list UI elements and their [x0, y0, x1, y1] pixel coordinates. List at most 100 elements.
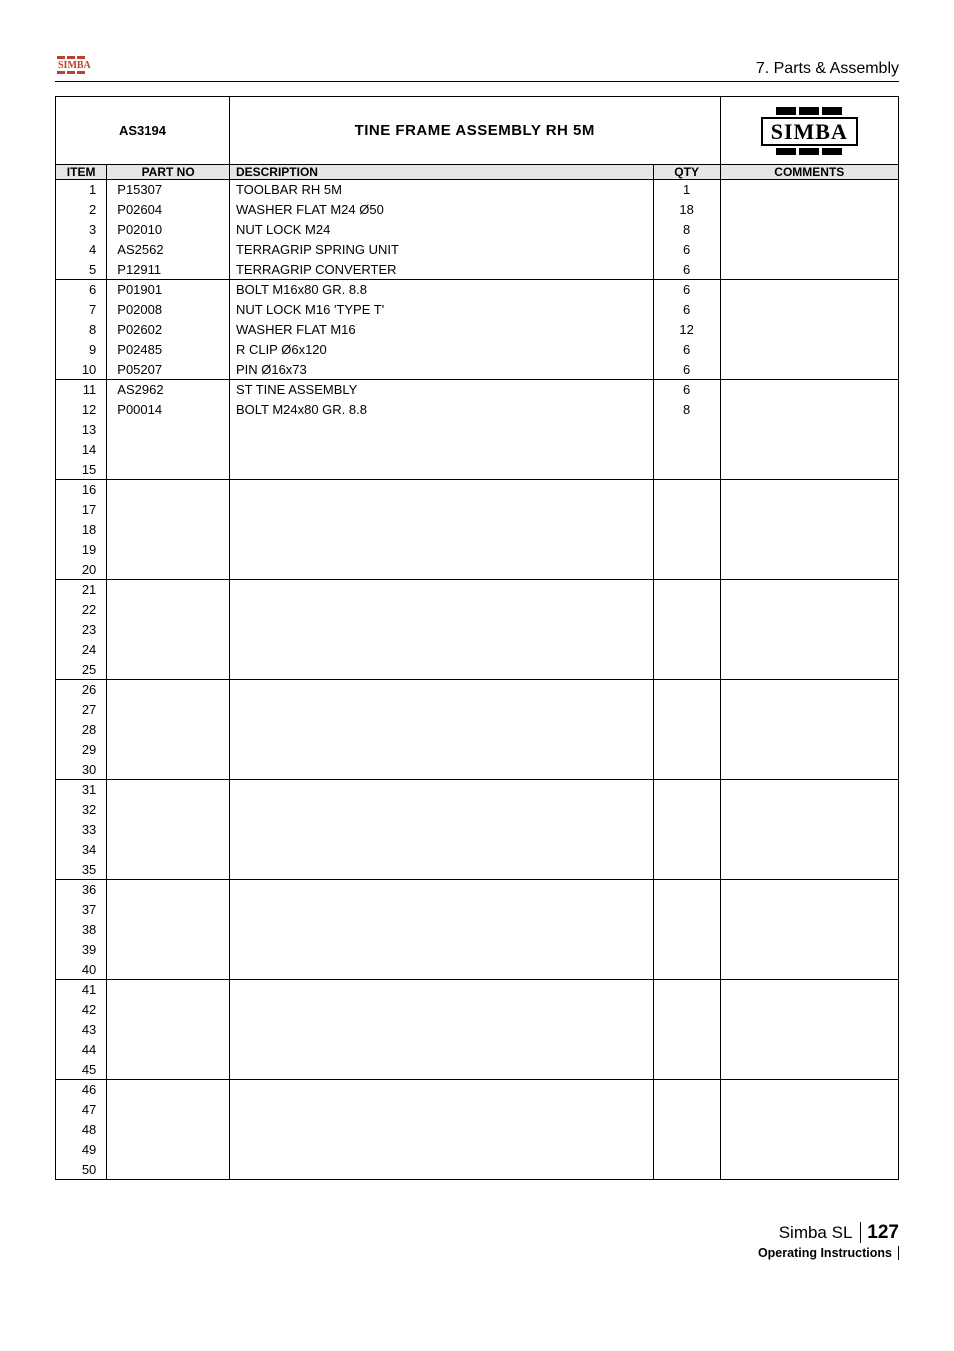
cell-desc: ST TINE ASSEMBLY	[229, 380, 653, 400]
cell-part	[107, 960, 230, 980]
table-row: 3P02010NUT LOCK M248	[56, 220, 899, 240]
cell-desc	[229, 600, 653, 620]
cell-qty	[653, 660, 720, 680]
cell-comm	[720, 500, 898, 520]
cell-part	[107, 560, 230, 580]
cell-qty	[653, 1100, 720, 1120]
cell-qty	[653, 780, 720, 800]
row-group: 6P01901BOLT M16x80 GR. 8.867P02008NUT LO…	[56, 280, 899, 380]
cell-qty	[653, 640, 720, 660]
table-row: 35	[56, 860, 899, 880]
cell-item: 10	[56, 360, 107, 380]
cell-desc	[229, 540, 653, 560]
cell-item: 30	[56, 760, 107, 780]
table-row: 27	[56, 700, 899, 720]
assembly-title: TINE FRAME ASSEMBLY RH 5M	[229, 97, 720, 165]
cell-item: 39	[56, 940, 107, 960]
cell-item: 14	[56, 440, 107, 460]
cell-item: 6	[56, 280, 107, 300]
cell-qty	[653, 1140, 720, 1160]
table-row: 48	[56, 1120, 899, 1140]
table-row: 36	[56, 880, 899, 900]
table-row: 22	[56, 600, 899, 620]
cell-desc	[229, 660, 653, 680]
cell-part	[107, 460, 230, 480]
cell-desc	[229, 1040, 653, 1060]
cell-desc	[229, 880, 653, 900]
table-row: 45	[56, 1060, 899, 1080]
cell-qty	[653, 1000, 720, 1020]
table-row: 13	[56, 420, 899, 440]
table-row: 33	[56, 820, 899, 840]
row-group: 3637383940	[56, 880, 899, 980]
cell-part: P02485	[107, 340, 230, 360]
cell-part	[107, 1120, 230, 1140]
cell-qty: 6	[653, 360, 720, 380]
cell-desc: TERRAGRIP SPRING UNIT	[229, 240, 653, 260]
cell-part	[107, 760, 230, 780]
cell-part	[107, 1140, 230, 1160]
table-row: 37	[56, 900, 899, 920]
cell-desc	[229, 820, 653, 840]
cell-comm	[720, 1000, 898, 1020]
cell-part	[107, 540, 230, 560]
cell-desc	[229, 680, 653, 700]
row-group: 2122232425	[56, 580, 899, 680]
cell-qty: 6	[653, 260, 720, 280]
cell-item: 42	[56, 1000, 107, 1020]
cell-comm	[720, 220, 898, 240]
cell-desc	[229, 1020, 653, 1040]
row-group: 1P15307TOOLBAR RH 5M12P02604WASHER FLAT …	[56, 180, 899, 280]
cell-qty	[653, 1040, 720, 1060]
cell-qty	[653, 1080, 720, 1100]
cell-qty	[653, 1020, 720, 1040]
cell-desc	[229, 900, 653, 920]
cell-item: 3	[56, 220, 107, 240]
cell-part	[107, 920, 230, 940]
cell-qty	[653, 900, 720, 920]
cell-desc	[229, 620, 653, 640]
flag-icon	[721, 107, 898, 115]
table-row: 9P02485R CLIP Ø6x1206	[56, 340, 899, 360]
cell-item: 12	[56, 400, 107, 420]
cell-part	[107, 800, 230, 820]
table-row: 2P02604WASHER FLAT M24 Ø5018	[56, 200, 899, 220]
cell-comm	[720, 900, 898, 920]
table-row: 38	[56, 920, 899, 940]
cell-qty	[653, 720, 720, 740]
table-row: 4AS2562TERRAGRIP SPRING UNIT6	[56, 240, 899, 260]
cell-comm	[720, 1160, 898, 1180]
cell-comm	[720, 840, 898, 860]
model-number: AS3194	[56, 97, 230, 165]
cell-item: 46	[56, 1080, 107, 1100]
cell-comm	[720, 660, 898, 680]
cell-comm	[720, 920, 898, 940]
cell-item: 35	[56, 860, 107, 880]
cell-desc: NUT LOCK M24	[229, 220, 653, 240]
cell-comm	[720, 1080, 898, 1100]
table-row: 34	[56, 840, 899, 860]
cell-desc	[229, 420, 653, 440]
table-row: 11AS2962ST TINE ASSEMBLY6	[56, 380, 899, 400]
cell-qty	[653, 520, 720, 540]
cell-item: 48	[56, 1120, 107, 1140]
cell-desc	[229, 940, 653, 960]
cell-item: 20	[56, 560, 107, 580]
section-title: 7. Parts & Assembly	[756, 60, 899, 78]
cell-item: 43	[56, 1020, 107, 1040]
cell-desc	[229, 480, 653, 500]
cell-qty: 18	[653, 200, 720, 220]
cell-part: P01901	[107, 280, 230, 300]
cell-desc	[229, 860, 653, 880]
parts-table: AS3194 TINE FRAME ASSEMBLY RH 5M SIMBA I…	[55, 96, 899, 1180]
cell-part	[107, 500, 230, 520]
cell-desc	[229, 840, 653, 860]
cell-item: 32	[56, 800, 107, 820]
product-name: Simba SL	[779, 1223, 853, 1242]
cell-part	[107, 440, 230, 460]
cell-qty	[653, 1160, 720, 1180]
table-row: 50	[56, 1160, 899, 1180]
cell-comm	[720, 440, 898, 460]
col-desc: DESCRIPTION	[229, 165, 653, 180]
row-group: 3132333435	[56, 780, 899, 880]
